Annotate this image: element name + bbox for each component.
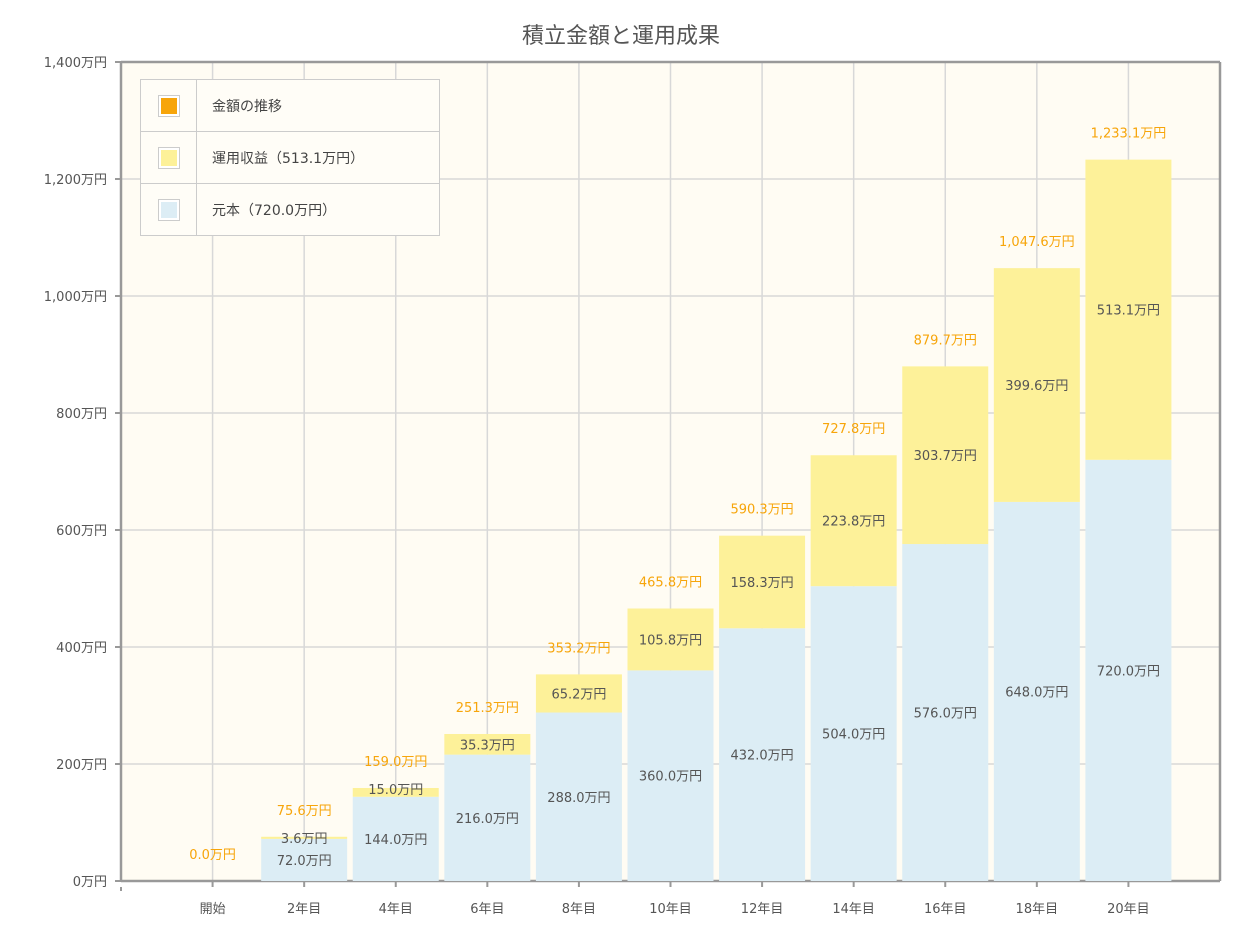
bar-segment-gains xyxy=(444,733,531,755)
y-tick-label: 400万円 xyxy=(56,641,107,656)
bar-segment-principal xyxy=(352,796,439,881)
y-tick-label: 1,400万円 xyxy=(44,56,107,71)
x-tick-label: 18年目 xyxy=(1016,902,1059,917)
total-label: 590.3万円 xyxy=(730,503,793,518)
data-label: 513.1万円 xyxy=(1097,304,1160,319)
legend-label: 金額の推移 xyxy=(212,98,282,115)
x-tick-label: 6年目 xyxy=(470,902,504,917)
total-label: 159.0万円 xyxy=(364,755,427,770)
data-label: 648.0万円 xyxy=(1005,685,1068,700)
total-label: 727.8万円 xyxy=(822,422,885,437)
x-tick-label: 14年目 xyxy=(832,902,875,917)
data-label: 144.0万円 xyxy=(364,833,427,848)
data-label: 223.8万円 xyxy=(822,515,885,530)
bar-segment-gains xyxy=(352,787,439,797)
total-label: 353.2万円 xyxy=(547,641,610,656)
bar-segment-gains xyxy=(535,674,622,713)
bar-segment-gains xyxy=(719,535,806,629)
x-tick-label: 20年目 xyxy=(1107,902,1150,917)
data-label: 72.0万円 xyxy=(277,854,332,869)
total-label: 75.6万円 xyxy=(277,804,332,819)
data-label: 216.0万円 xyxy=(456,812,519,827)
bar-segment-gains xyxy=(993,268,1080,502)
bar-segment-gains xyxy=(810,455,897,587)
x-tick-label: 開始 xyxy=(200,902,226,917)
y-tick-label: 800万円 xyxy=(56,407,107,422)
bar-segment-principal xyxy=(719,628,806,881)
data-label: 504.0万円 xyxy=(822,728,885,743)
bar-segment-gains xyxy=(1085,159,1172,460)
data-label: 105.8万円 xyxy=(639,633,702,648)
bar-segment-principal xyxy=(535,712,622,881)
data-label: 65.2万円 xyxy=(551,687,606,702)
x-tick-label: 10年目 xyxy=(649,902,692,917)
total-label: 1,233.1万円 xyxy=(1091,127,1167,142)
data-label: 15.0万円 xyxy=(368,783,423,798)
y-tick-label: 0万円 xyxy=(73,875,107,890)
bar-segment-principal xyxy=(810,586,897,881)
x-tick-label: 16年目 xyxy=(924,902,967,917)
legend-swatch-total xyxy=(157,94,180,117)
bar-segment-gains xyxy=(261,836,348,839)
legend-swatch-principal xyxy=(157,198,180,221)
bar-segment-principal xyxy=(1085,459,1172,881)
bar-segment-principal xyxy=(261,838,348,881)
x-tick-label: 8年目 xyxy=(562,902,596,917)
y-tick-label: 1,200万円 xyxy=(44,173,107,188)
legend-swatch-gains xyxy=(157,146,180,169)
bar-segment-gains xyxy=(902,366,989,545)
x-tick-label: 12年目 xyxy=(741,902,784,917)
data-label: 288.0万円 xyxy=(547,791,610,806)
y-tick-label: 600万円 xyxy=(56,524,107,539)
data-label: 3.6万円 xyxy=(281,832,328,847)
legend-item-gains[interactable]: 運用収益（513.1万円） xyxy=(141,132,439,184)
total-label: 465.8万円 xyxy=(639,576,702,591)
y-tick-label: 200万円 xyxy=(56,758,107,773)
legend: 金額の推移 運用収益（513.1万円） 元本（720.0万円） xyxy=(140,79,440,236)
data-label: 360.0万円 xyxy=(639,770,702,785)
bar-segment-principal xyxy=(902,544,989,881)
total-label: 1,047.6万円 xyxy=(999,235,1075,250)
bar-segment-principal xyxy=(627,670,714,881)
x-tick-label: 2年目 xyxy=(287,902,321,917)
legend-label: 元本（720.0万円） xyxy=(212,202,337,219)
data-label: 720.0万円 xyxy=(1097,664,1160,679)
legend-label: 運用収益（513.1万円） xyxy=(212,150,365,167)
total-label: 879.7万円 xyxy=(914,333,977,348)
data-label: 399.6万円 xyxy=(1005,379,1068,394)
total-label: 251.3万円 xyxy=(456,701,519,716)
chart-title: 積立金額と運用成果 xyxy=(521,24,720,49)
bar-segment-principal xyxy=(444,754,531,881)
data-label: 432.0万円 xyxy=(730,749,793,764)
total-label: 0.0万円 xyxy=(189,848,236,863)
bar-segment-principal xyxy=(993,501,1080,881)
data-label: 303.7万円 xyxy=(914,449,977,464)
data-label: 158.3万円 xyxy=(730,576,793,591)
legend-item-total[interactable]: 金額の推移 xyxy=(141,80,439,132)
data-label: 35.3万円 xyxy=(460,738,515,753)
bar-segment-gains xyxy=(627,608,714,671)
y-tick-label: 1,000万円 xyxy=(44,290,107,305)
legend-item-principal[interactable]: 元本（720.0万円） xyxy=(141,184,439,235)
data-label: 576.0万円 xyxy=(914,707,977,722)
x-tick-label: 4年目 xyxy=(379,902,413,917)
